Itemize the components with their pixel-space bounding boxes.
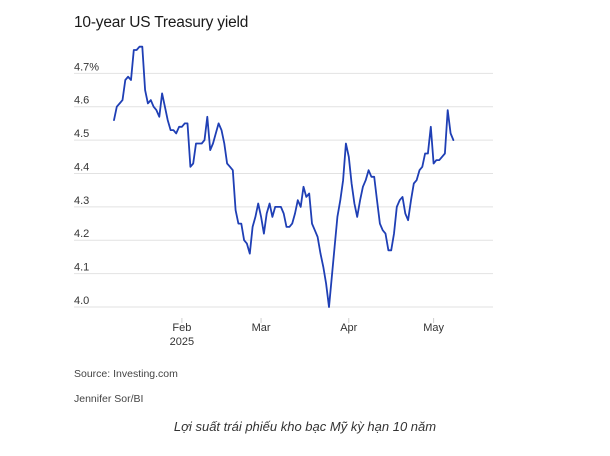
y-tick-label: 4.3 bbox=[74, 195, 89, 207]
image-caption: Lợi suất trái phiếu kho bạc Mỹ kỳ hạn 10… bbox=[173, 419, 437, 434]
yield-line-chart: 4.7% 4.6 4.5 4.4 4.3 4.2 4.1 4.0 Feb 2025 Mar Apr M… bbox=[74, 45, 493, 348]
chart-credit: Jennifer Sor/BI bbox=[74, 393, 144, 405]
y-tick-label: 4.1 bbox=[74, 262, 89, 274]
x-tick-sublabel: 2025 bbox=[170, 336, 194, 348]
chart-title: 10-year US Treasury yield bbox=[74, 14, 249, 31]
chart-source: Source: Investing.com bbox=[74, 368, 178, 380]
y-tick-label: 4.0 bbox=[74, 295, 89, 307]
y-tick-label: 4.6 bbox=[74, 95, 89, 107]
y-tick-label: 4.5 bbox=[74, 128, 89, 140]
x-tick-label: Mar bbox=[252, 322, 271, 334]
x-axis-ticks: Feb 2025 Mar Apr May bbox=[170, 318, 444, 348]
x-tick-label: May bbox=[423, 322, 444, 334]
yield-series-line bbox=[113, 45, 455, 308]
y-tick-label: 4.2 bbox=[74, 228, 89, 240]
x-tick-label: Apr bbox=[340, 322, 357, 334]
x-tick-label: Feb bbox=[172, 322, 191, 334]
y-tick-label: 4.7% bbox=[74, 61, 99, 73]
y-tick-label: 4.4 bbox=[74, 161, 89, 173]
gridlines bbox=[74, 72, 493, 308]
y-axis-ticks: 4.7% 4.6 4.5 4.4 4.3 4.2 4.1 4.0 bbox=[74, 61, 99, 307]
